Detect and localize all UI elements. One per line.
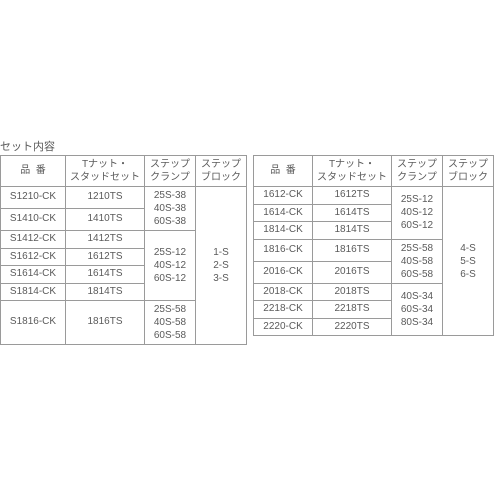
right-table: 品 番 Tナット・スタッドセット ステップクランプ ステップブロック 1612-… <box>253 155 494 336</box>
header-product-number: 品 番 <box>254 156 313 187</box>
cell-pn: 1614-CK <box>254 204 313 222</box>
cell-block: 1-S 2-S 3-S <box>196 187 247 345</box>
cell-clamp-group: 25S-38 40S-38 60S-38 <box>145 187 196 231</box>
header-step-clamp: ステップクランプ <box>145 156 196 187</box>
cell-ts: 1412TS <box>66 231 145 249</box>
header-step-block: ステップブロック <box>443 156 494 187</box>
cell-ts: 2016TS <box>313 261 392 283</box>
table-header-row: 品 番 Tナット・スタッドセット ステップクランプ ステップブロック <box>1 156 247 187</box>
cell-ts: 1816TS <box>313 239 392 261</box>
cell-pn: 1816-CK <box>254 239 313 261</box>
cell-ts: 1814TS <box>313 222 392 240</box>
cell-ts: 1816TS <box>66 301 145 345</box>
cell-block: 4-S 5-S 6-S <box>443 187 494 336</box>
header-step-clamp: ステップクランプ <box>392 156 443 187</box>
cell-pn: S1210-CK <box>1 187 66 209</box>
table-row: 1612-CK 1612TS 25S-12 40S-12 60S-12 4-S … <box>254 187 494 205</box>
cell-pn: 2218-CK <box>254 301 313 319</box>
cell-ts: 1210TS <box>66 187 145 209</box>
cell-ts: 1814TS <box>66 283 145 301</box>
cell-clamp-group: 25S-12 40S-12 60S-12 <box>392 187 443 240</box>
cell-pn: 1612-CK <box>254 187 313 205</box>
cell-ts: 1614TS <box>313 204 392 222</box>
left-table: 品 番 Tナット・スタッドセット ステップクランプ ステップブロック S1210… <box>0 155 247 345</box>
cell-pn: 2018-CK <box>254 283 313 301</box>
tables-row: 品 番 Tナット・スタッドセット ステップクランプ ステップブロック S1210… <box>0 155 494 345</box>
cell-ts: 1410TS <box>66 209 145 231</box>
cell-pn: S1816-CK <box>1 301 66 345</box>
cell-pn: S1612-CK <box>1 248 66 266</box>
cell-clamp-group: 25S-12 40S-12 60S-12 <box>145 231 196 301</box>
cell-ts: 2018TS <box>313 283 392 301</box>
header-tnut-stud-set: Tナット・スタッドセット <box>313 156 392 187</box>
cell-clamp-group: 25S-58 40S-58 60S-58 <box>392 239 443 283</box>
header-step-block: ステップブロック <box>196 156 247 187</box>
header-tnut-stud-set: Tナット・スタッドセット <box>66 156 145 187</box>
cell-ts: 2218TS <box>313 301 392 319</box>
cell-pn: S1614-CK <box>1 266 66 284</box>
cell-pn: S1412-CK <box>1 231 66 249</box>
cell-ts: 1612TS <box>66 248 145 266</box>
cell-pn: S1410-CK <box>1 209 66 231</box>
table-row: S1210-CK 1210TS 25S-38 40S-38 60S-38 1-S… <box>1 187 247 209</box>
cell-pn: 2016-CK <box>254 261 313 283</box>
cell-ts: 2220TS <box>313 318 392 336</box>
cell-ts: 1614TS <box>66 266 145 284</box>
section-title: セット内容 <box>0 138 55 154</box>
cell-pn: S1814-CK <box>1 283 66 301</box>
cell-pn: 2220-CK <box>254 318 313 336</box>
cell-clamp-group: 25S-58 40S-58 60S-58 <box>145 301 196 345</box>
cell-clamp-group: 40S-34 60S-34 80S-34 <box>392 283 443 336</box>
cell-pn: 1814-CK <box>254 222 313 240</box>
table-header-row: 品 番 Tナット・スタッドセット ステップクランプ ステップブロック <box>254 156 494 187</box>
cell-ts: 1612TS <box>313 187 392 205</box>
header-product-number: 品 番 <box>1 156 66 187</box>
